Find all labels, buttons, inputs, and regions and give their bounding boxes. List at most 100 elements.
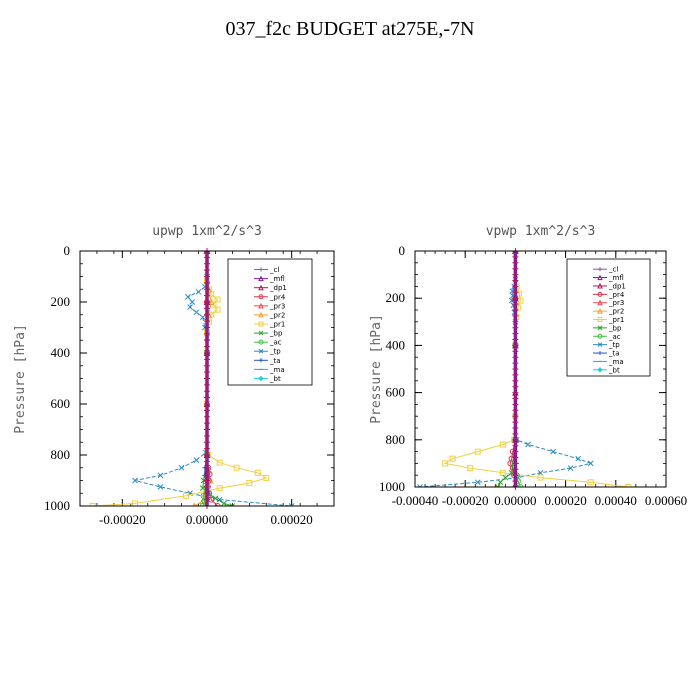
zero-profile-marker — [512, 419, 519, 426]
zero-profile-marker — [204, 439, 210, 446]
y-tick-label: 400 — [51, 345, 71, 360]
zero-profile-marker — [512, 336, 519, 343]
data-point-pr1 — [449, 455, 456, 462]
zero-profile-marker — [204, 388, 210, 395]
zero-profile-marker — [512, 430, 519, 437]
legend-label-ac: _ac — [608, 333, 621, 341]
zero-profile-marker — [512, 448, 519, 455]
data-point-tp — [193, 457, 200, 463]
data-point-pr1 — [89, 503, 96, 506]
zero-profile-marker — [512, 324, 519, 331]
legend-marker-pr3 — [258, 302, 264, 309]
data-point-bp — [497, 479, 504, 486]
zero-profile-marker — [204, 458, 210, 465]
y-tick-label: 0 — [64, 243, 71, 258]
legend-marker-pr3 — [597, 299, 603, 306]
plot-frame — [79, 250, 335, 507]
x-tick-label: -0.00020 — [442, 493, 489, 508]
y-axis-label: Pressure [hPa] — [13, 324, 28, 434]
legend-marker-tp — [258, 348, 264, 354]
legend-label-mfl: _mfl — [269, 275, 285, 283]
zero-profile-marker — [204, 445, 210, 452]
data-point-tp — [193, 309, 200, 316]
legend-label-mfl: _mfl — [608, 274, 624, 282]
zero-profile-marker — [512, 425, 519, 431]
legend-marker-mfl — [597, 274, 603, 281]
data-point-pr1 — [587, 479, 594, 486]
zero-profile-marker — [512, 265, 519, 272]
data-point-tp — [178, 464, 185, 471]
zero-profile-marker — [512, 283, 519, 290]
data-point-pr1 — [216, 485, 223, 492]
zero-profile-marker — [204, 375, 210, 382]
legend-marker-dp1 — [597, 282, 603, 289]
legend: _cl_mfl_dp1_pr4_pr3_pr2_pr1_bp_ac_tp_ta_… — [566, 258, 651, 377]
data-point-pr1 — [214, 306, 221, 313]
zero-profile-marker — [204, 464, 210, 471]
legend-label-bp: _bp — [269, 330, 283, 338]
data-point-pr1 — [499, 441, 506, 448]
zero-profile-marker — [512, 259, 519, 266]
zero-profile-marker — [512, 360, 519, 367]
zero-profile-marker — [204, 318, 210, 325]
legend: _cl_mfl_dp1_pr4_pr3_pr2_pr1_bp_ac_tp_ta_… — [227, 258, 313, 386]
zero-profile-marker — [204, 369, 210, 376]
legend-label-ta: _ta — [608, 350, 620, 358]
legend-label-dp1: _dp1 — [269, 284, 287, 292]
zero-profile-marker — [204, 413, 210, 420]
legend-label-ma: _ma — [608, 358, 624, 366]
data-point-ac — [199, 503, 206, 506]
legend-marker-ac — [258, 339, 264, 345]
legend-box — [227, 258, 313, 386]
zero-profile-marker — [204, 279, 210, 286]
data-point-pr1 — [474, 448, 481, 455]
data-point-pr1 — [537, 474, 544, 481]
data-point-tp — [550, 448, 556, 455]
data-point-tp — [132, 477, 138, 484]
zero-profile-marker — [204, 350, 210, 356]
legend-label-pr1: _pr1 — [608, 316, 624, 324]
legend-marker-ac — [597, 333, 603, 339]
legend-marker-cl — [598, 267, 602, 272]
zero-profile-marker — [512, 271, 519, 278]
legend-label-dp1: _dp1 — [608, 282, 626, 290]
zero-profile-marker — [512, 436, 519, 443]
legend-marker-pr1 — [258, 321, 264, 327]
legend-marker-pr4 — [597, 291, 603, 297]
legend-marker-cl — [259, 267, 263, 272]
y-tick-label: 200 — [51, 294, 71, 309]
zero-profile-marker — [512, 277, 519, 284]
x-tick-label: -0.00040 — [392, 493, 439, 508]
legend-marker-pr2 — [258, 311, 264, 318]
zero-profile-marker — [512, 383, 519, 390]
zero-profile-marker — [204, 381, 210, 388]
data-point-pr1 — [254, 469, 261, 476]
data-point-pr1 — [263, 474, 270, 481]
y-tick-label: 800 — [51, 447, 71, 462]
zero-profile-marker — [512, 318, 519, 325]
series-line-tp — [419, 251, 593, 487]
zero-profile-marker — [204, 273, 210, 280]
zero-profile-marker — [512, 342, 519, 349]
legend-label-pr3: _pr3 — [608, 299, 624, 307]
zero-profile-marker — [512, 289, 519, 296]
x-tick-label: 0.00040 — [595, 493, 637, 508]
zero-profile-marker — [204, 286, 210, 293]
data-point-pr1 — [625, 484, 632, 487]
zero-profile-marker — [204, 477, 210, 484]
x-tick-label: 0.00000 — [186, 512, 228, 527]
y-tick-label: 800 — [386, 432, 406, 447]
zero-profile-marker — [512, 295, 519, 302]
zero-profile-marker — [204, 311, 210, 318]
zero-profile-marker — [204, 483, 210, 490]
zero-profile-marker — [512, 407, 519, 414]
legend-marker-ta — [259, 358, 263, 363]
y-tick-label: 400 — [386, 337, 406, 352]
zero-profile-marker — [204, 426, 210, 433]
legend-marker-pr1 — [597, 317, 603, 322]
x-tick-label: 0.00020 — [544, 493, 586, 508]
data-point-pr1 — [246, 480, 253, 487]
legend-marker-pr2 — [597, 307, 603, 314]
legend-label-pr4: _pr4 — [269, 293, 286, 301]
legend-marker-mfl — [258, 275, 264, 282]
